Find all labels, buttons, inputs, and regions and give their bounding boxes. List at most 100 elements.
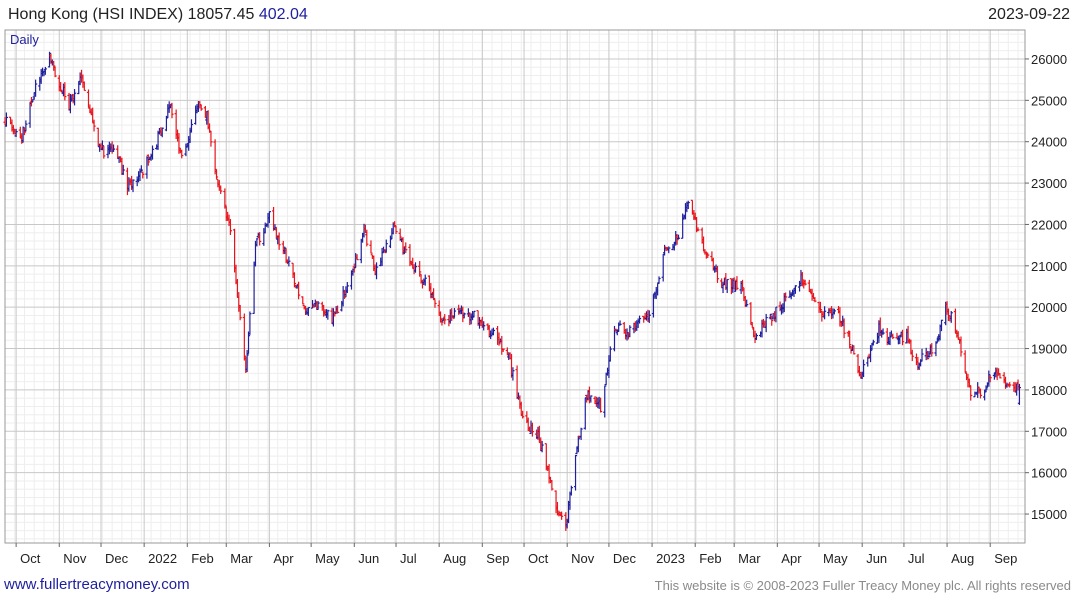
x-tick-label: Apr xyxy=(273,551,294,566)
ohlc-bar xyxy=(160,127,164,138)
ohlc-bar xyxy=(978,388,983,399)
x-tick-label: May xyxy=(315,551,340,566)
x-tick-label: Apr xyxy=(781,551,802,566)
ohlc-bar xyxy=(667,246,671,254)
ohlc-bar xyxy=(540,440,544,453)
x-axis: Oct Nov Dec 2022 Feb Mar Apr May Jun Jul Aug Sep Oct… xyxy=(15,543,1017,566)
ohlc-bar xyxy=(501,348,505,352)
ohlc-bar xyxy=(618,320,622,326)
ohlc-bar xyxy=(956,331,960,340)
ohlc-bar xyxy=(53,66,57,78)
ohlc-bar xyxy=(374,262,379,280)
x-tick-label: Nov xyxy=(63,551,87,566)
frequency-label: Daily xyxy=(10,32,39,47)
ohlc-bar xyxy=(657,276,661,284)
ohlc-bar xyxy=(47,51,52,68)
x-tick-label: Oct xyxy=(528,551,549,566)
ohlc-bar xyxy=(939,319,944,332)
plot-frame xyxy=(4,29,1026,544)
ohlc-bar xyxy=(164,115,169,132)
ohlc-bar xyxy=(511,367,515,381)
ohlc-bar xyxy=(139,165,143,172)
ohlc-bar xyxy=(24,120,28,132)
ohlc-bar xyxy=(141,171,145,179)
ohlc-bar xyxy=(696,227,700,232)
ohlc-bar xyxy=(774,306,778,323)
y-tick-label: 23000 xyxy=(1031,176,1067,191)
title-text: Hong Kong (HSI INDEX) 18057.45 xyxy=(8,6,255,23)
ohlc-bar xyxy=(369,240,373,254)
ohlc-bar xyxy=(180,149,184,159)
ohlc-bar xyxy=(277,232,281,250)
ohlc-bar xyxy=(988,375,992,383)
ohlc-bar xyxy=(335,305,340,314)
ohlc-bar xyxy=(521,410,525,419)
ohlc-bar xyxy=(258,232,262,246)
ohlc-bar xyxy=(423,274,427,286)
x-tick-label: 2022 xyxy=(148,551,177,566)
x-tick-label: Mar xyxy=(738,551,761,566)
ohlc-bar xyxy=(92,119,96,132)
ohlc-bar xyxy=(52,60,56,71)
ohlc-bar xyxy=(59,82,63,92)
ohlc-bar xyxy=(823,306,827,320)
ohlc-bar xyxy=(431,288,436,301)
x-tick-label: Feb xyxy=(699,551,721,566)
ohlc-bar xyxy=(881,328,885,335)
ohlc-bar xyxy=(255,238,259,247)
ohlc-bar xyxy=(637,315,642,324)
ohlc-bar xyxy=(793,285,797,294)
y-tick-label: 20000 xyxy=(1031,300,1067,315)
y-tick-label: 25000 xyxy=(1031,93,1067,108)
y-tick-label: 17000 xyxy=(1031,424,1067,439)
ohlc-bar xyxy=(1017,383,1022,405)
ohlc-bar xyxy=(1008,382,1012,388)
ohlc-bar xyxy=(706,252,710,259)
ohlc-bar xyxy=(209,130,213,147)
ohlc-bar xyxy=(735,276,739,291)
x-tick-label: Jul xyxy=(908,551,925,566)
ohlc-bar xyxy=(900,329,905,346)
ohlc-bar xyxy=(452,308,457,318)
ohlc-bar xyxy=(959,336,963,357)
ohlc-bar xyxy=(676,234,681,240)
ohlc-bar xyxy=(394,225,398,234)
y-tick-label: 15000 xyxy=(1031,507,1067,522)
x-tick-label: Nov xyxy=(571,551,595,566)
x-tick-label: Sep xyxy=(994,551,1017,566)
ohlc-bar xyxy=(131,179,135,193)
ohlc-bar xyxy=(413,262,418,273)
ohlc-bar xyxy=(888,331,892,346)
ohlc-bar xyxy=(150,145,155,160)
ohlc-bar xyxy=(22,127,27,136)
ohlc-bar xyxy=(530,422,534,437)
ohlc-bar xyxy=(925,350,930,360)
ohlc-bar xyxy=(871,339,875,346)
ohlc-bar xyxy=(803,279,807,286)
ohlc-bar xyxy=(576,435,580,453)
website-link[interactable]: www.fullertreacymoney.com xyxy=(4,576,190,593)
ohlc-bar xyxy=(287,256,291,267)
ohlc-bar xyxy=(754,333,759,340)
ohlc-bar xyxy=(246,331,251,355)
y-tick-label: 24000 xyxy=(1031,135,1067,150)
ohlc-bar xyxy=(725,278,729,294)
ohlc-bar xyxy=(891,333,895,340)
y-tick-label: 18000 xyxy=(1031,383,1067,398)
ohlc-bar xyxy=(267,211,271,223)
ohlc-bar xyxy=(813,296,817,303)
ohlc-bar xyxy=(930,343,934,357)
ohlc-bar xyxy=(472,310,476,318)
ohlc-bar xyxy=(189,119,194,133)
price-change: 402.04 xyxy=(258,6,308,23)
ohlc-bar xyxy=(768,313,772,320)
major-gridlines xyxy=(5,30,1025,543)
ohlc-bar xyxy=(963,350,967,373)
ohlc-bar xyxy=(579,427,583,440)
ohlc-bar xyxy=(628,325,632,338)
ohlc-bar xyxy=(598,397,603,413)
ohlc-bar xyxy=(749,302,753,325)
ohlc-bar xyxy=(675,234,679,245)
x-tick-label: Oct xyxy=(20,551,41,566)
ohlc-bar xyxy=(213,139,217,175)
